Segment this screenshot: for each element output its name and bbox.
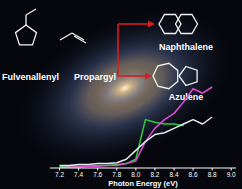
x-tick-label: 8.4 bbox=[169, 171, 178, 178]
series-line bbox=[60, 87, 213, 168]
annotation: Fulvenallenyl bbox=[2, 72, 59, 82]
naphthalene-ring bbox=[159, 15, 181, 34]
x-tick-label: 8.2 bbox=[150, 171, 159, 178]
arrow-head bbox=[148, 21, 155, 28]
annotation: Naphthalene bbox=[159, 42, 213, 52]
propargyl-bond bbox=[74, 36, 86, 43]
series-line bbox=[60, 117, 213, 165]
x-axis-label: Photon Energy (eV) bbox=[108, 179, 178, 188]
annotation: Propargyl bbox=[74, 72, 116, 82]
x-axis bbox=[50, 168, 236, 169]
arrow bbox=[117, 24, 119, 40]
arrow bbox=[118, 23, 150, 25]
x-tick-label: 8.0 bbox=[131, 171, 140, 178]
azulene-ring bbox=[153, 63, 178, 88]
graphic: Fulvenallenyl Propargyl Naphthalene Azulene… bbox=[0, 0, 242, 189]
x-tick-label: 7.6 bbox=[93, 171, 102, 178]
plot-area bbox=[60, 87, 213, 168]
x-tick-label: 8.8 bbox=[208, 171, 217, 178]
arrow bbox=[118, 75, 148, 77]
naphthalene-ring bbox=[176, 15, 198, 34]
x-tick-label: 8.6 bbox=[189, 171, 198, 178]
galaxy bbox=[0, 0, 242, 189]
annotation: Azulene bbox=[169, 92, 204, 102]
x-tick-label: 9.0 bbox=[227, 171, 236, 178]
x-tick-label: 7.2 bbox=[55, 171, 64, 178]
fulvenallenyl-ring bbox=[16, 25, 37, 45]
fulvenallenyl-chain bbox=[26, 9, 36, 15]
x-tick-label: 7.4 bbox=[74, 171, 83, 178]
arrow-head bbox=[145, 73, 152, 80]
galaxy-core bbox=[79, 51, 170, 125]
x-tick-label: 7.8 bbox=[112, 171, 121, 178]
arrow bbox=[117, 40, 119, 76]
fulvenallenyl-chain bbox=[25, 15, 26, 25]
series-line bbox=[60, 120, 184, 167]
azulene-ring bbox=[179, 67, 197, 86]
propargyl-bond bbox=[60, 33, 72, 40]
